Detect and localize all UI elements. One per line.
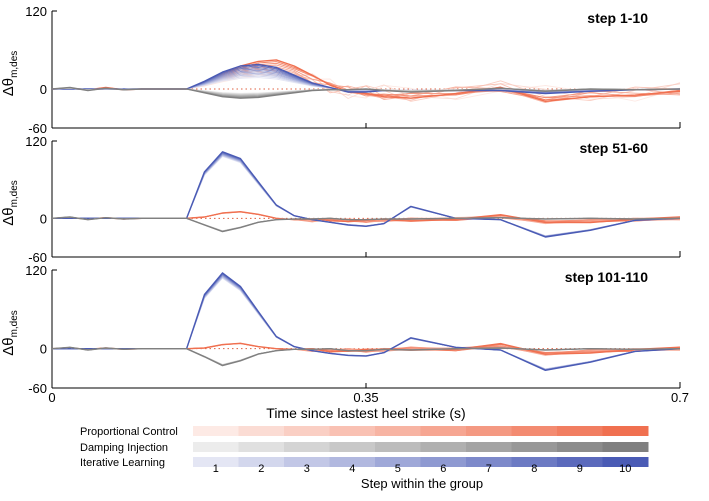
y-axis-label: Δθm,des (0, 51, 20, 97)
colorbar-cell (193, 442, 239, 452)
panels: 120 0 -60 Δθm,des step 1-10 120 0 -60 Δθm,des ste… (0, 4, 681, 396)
y-tick-label: 120 (25, 263, 47, 278)
colorbar-tick-label: 8 (531, 463, 537, 475)
panel-title: step 101-110 (565, 269, 648, 285)
y-tick-label: -60 (28, 250, 47, 265)
colorbar-cell (329, 426, 376, 436)
colorbar-tick-label: 6 (440, 463, 446, 475)
panel-2: 120 0 -60 Δθm,des step 51-60 (0, 134, 681, 265)
colorbar-tick-label: 4 (349, 463, 355, 475)
panel-title: step 1-10 (587, 10, 648, 26)
colorbar-cell (375, 457, 421, 467)
y-tick-label: 0 (40, 82, 47, 97)
colorbar-tick-label: 9 (577, 463, 583, 475)
panel-3: 120 0 -60 Δθm,des step 101-110 (0, 263, 681, 396)
colorbar-cell (238, 426, 285, 436)
series-line-iterative-learning-variant (52, 155, 681, 237)
colorbar-cell (284, 426, 330, 436)
colorbar-tick-label: 7 (486, 463, 492, 475)
series-line-damping-injection (51, 86, 681, 99)
colorbar-cell (466, 457, 512, 467)
panel-title: step 51-60 (580, 140, 649, 156)
colorbar-tick-label: 5 (395, 463, 401, 475)
colorbar (193, 426, 649, 467)
series-line-iterative-learning (52, 151, 681, 238)
colorbar-cell (602, 442, 649, 452)
y-tick-label: 120 (25, 134, 47, 149)
y-axis-label: Δθm,des (0, 310, 20, 356)
colorbar-cell (466, 426, 512, 436)
series-line-iterative-learning-variant (52, 154, 681, 237)
colorbar-cell (602, 426, 649, 436)
colorbar-cell (284, 442, 330, 452)
y-tick-label: -60 (28, 381, 47, 396)
panel-1: 120 0 -60 Δθm,des step 1-10 (0, 4, 681, 136)
series-line-iterative-learning-variant (52, 152, 681, 237)
x-tick-label: 0 (48, 390, 55, 405)
series-line-damping-injection (51, 216, 681, 233)
legend-label-damping-injection: Damping Injection (80, 442, 168, 454)
colorbar-cell (329, 457, 376, 467)
colorbar-cell (420, 442, 467, 452)
colorbar-cell (420, 426, 467, 436)
y-tick-label: 120 (25, 4, 47, 19)
colorbar-cell (238, 442, 285, 452)
colorbar-cell (375, 426, 421, 436)
colorbar-cell (284, 457, 330, 467)
x-axis: 0 0.35 0.7 Time since lastest heel strik… (48, 390, 689, 421)
colorbar-cell (193, 457, 239, 467)
colorbar-cell (511, 457, 558, 467)
colorbar-cell (557, 457, 603, 467)
series-line-iterative-learning-variant (52, 151, 681, 238)
colorbar-cell (193, 426, 239, 436)
x-axis-label: Time since lastest heel strike (s) (266, 405, 465, 421)
x-tick-label: 0.35 (353, 390, 378, 405)
series-line-iterative-learning-variant (52, 154, 681, 237)
colorbar-cell (557, 426, 603, 436)
colorbar-tick-label: 2 (258, 463, 264, 475)
series-line-iterative-learning-variant (52, 156, 681, 237)
colorbar-tick-label: 10 (619, 463, 631, 475)
colorbar-tick-label: 1 (213, 463, 219, 475)
colorbar-cell (602, 457, 649, 467)
colorbar-tick-label: 3 (304, 463, 310, 475)
legend-label-proportional-control: Proportional Control (80, 426, 178, 438)
x-tick-label: 0.7 (671, 390, 689, 405)
colorbar-cell (329, 442, 376, 452)
colorbar-cell (557, 442, 603, 452)
series-line-iterative-learning-variant (52, 152, 681, 238)
colorbar-title: Step within the group (361, 476, 483, 491)
colorbar-cell (238, 457, 285, 467)
colorbar-cell (511, 426, 558, 436)
colorbar-cell (466, 442, 512, 452)
legend: Proportional Control Damping Injection I… (80, 426, 649, 491)
colorbar-ticks: 1 2 3 4 5 6 7 8 9 10 (213, 463, 632, 475)
colorbar-cell (511, 442, 558, 452)
legend-label-iterative-learning: Iterative Learning (80, 457, 165, 469)
series-line-iterative-learning-variant (52, 153, 681, 237)
series-line-iterative-learning (52, 272, 681, 371)
y-axis-label: Δθm,des (0, 180, 20, 226)
series-line-iterative-learning-variant (52, 153, 681, 237)
series-line-iterative-learning-variant (52, 276, 681, 370)
y-tick-label: 0 (40, 342, 47, 357)
series-line-damping-injection (51, 346, 681, 367)
y-tick-label: 0 (40, 211, 47, 226)
colorbar-cell (420, 457, 467, 467)
y-tick-label: -60 (28, 121, 47, 136)
colorbar-cell (375, 442, 421, 452)
